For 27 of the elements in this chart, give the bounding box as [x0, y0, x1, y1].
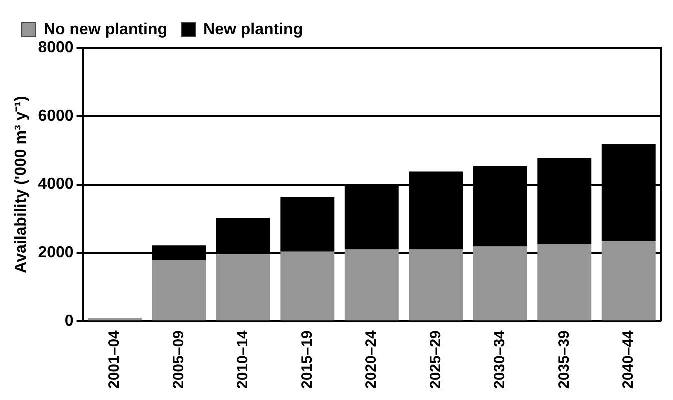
x-tick-label: 2020–24: [363, 330, 380, 390]
bar: [538, 244, 592, 321]
legend-label: New planting: [204, 21, 304, 38]
y-tick-label: 2000: [38, 244, 74, 262]
bar: [152, 260, 206, 321]
bar: [88, 318, 142, 321]
y-axis-title: Availability ('000 m³ y⁻¹): [13, 96, 30, 274]
bar: [473, 246, 528, 321]
x-tick-label: 2015–19: [298, 330, 316, 390]
x-tick-label: 2001–04: [106, 330, 124, 390]
y-tick-label: 0: [64, 313, 74, 330]
x-tick-label: 2010–14: [234, 330, 252, 390]
bar: [280, 197, 335, 252]
y-tick-label: 6000: [38, 108, 74, 125]
x-tick-label: 2040–44: [620, 330, 638, 390]
x-tick-label: 2030–34: [492, 330, 509, 390]
bar: [602, 242, 656, 321]
x-tick-label: 2005–09: [170, 330, 188, 390]
bar: [344, 250, 399, 321]
x-tick-label: 2025–29: [427, 330, 444, 390]
y-tick-label: 4000: [38, 176, 74, 194]
y-tick-label: 8000: [38, 39, 74, 56]
bar: [216, 254, 270, 321]
bar: [409, 250, 464, 321]
bar: [280, 252, 335, 321]
legend-label: No new planting: [44, 21, 168, 38]
x-tick-label: 2035–39: [556, 330, 573, 390]
